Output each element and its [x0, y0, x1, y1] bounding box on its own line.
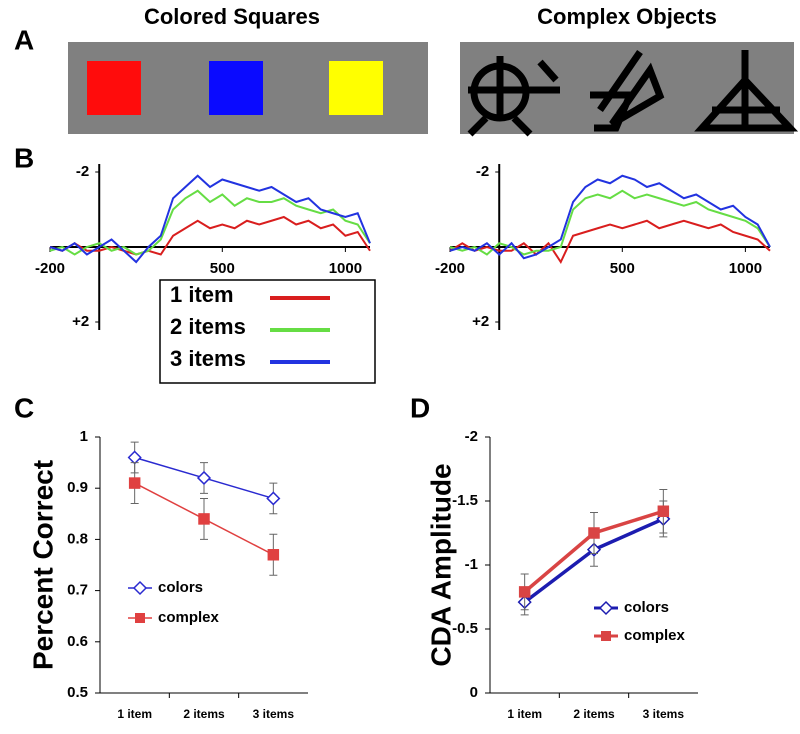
- square: [87, 61, 141, 115]
- legend-label: 1 item: [170, 282, 234, 307]
- marker: [267, 549, 280, 561]
- y-tick-label: -2: [465, 428, 478, 445]
- legend-marker: [598, 600, 614, 616]
- x-tick-label: -200: [435, 260, 465, 277]
- legend-marker: [601, 631, 611, 641]
- y-tick-label: 0.7: [67, 582, 88, 599]
- marker: [588, 527, 600, 539]
- y-tick-label: 1: [80, 428, 88, 445]
- x-tick-label: 500: [210, 260, 235, 277]
- legend-label: 3 items: [170, 346, 246, 371]
- waveform: [49, 215, 371, 256]
- y-tick-label: 0.5: [67, 684, 88, 701]
- y-tick-label: 0: [470, 684, 478, 701]
- legend-box: [159, 279, 376, 384]
- marker: [518, 586, 531, 598]
- y-tick-label: -2: [76, 163, 89, 180]
- x-tick-label: 2 items: [183, 707, 225, 721]
- marker: [198, 513, 210, 525]
- y-tick-label: +2: [472, 313, 489, 330]
- y-tick-label: 0.9: [67, 479, 88, 496]
- x-tick-label: 3 items: [253, 707, 295, 721]
- y-tick-label: +2: [72, 313, 89, 330]
- panel-label: C: [14, 392, 34, 423]
- y-tick-label: -1: [465, 556, 478, 573]
- marker: [657, 505, 670, 517]
- y-tick-label: -0.5: [452, 620, 478, 637]
- legend-label: complex: [624, 627, 686, 644]
- y-tick-label: 0.8: [67, 530, 88, 547]
- legend-label: 2 items: [170, 314, 246, 339]
- square: [329, 61, 383, 115]
- x-tick-label: 3 items: [643, 707, 685, 721]
- x-tick-label: -200: [35, 260, 65, 277]
- legend-marker: [135, 613, 145, 623]
- square: [209, 61, 263, 115]
- legend-label: complex: [158, 609, 220, 626]
- marker: [266, 491, 281, 506]
- y-axis-label: Percent Correct: [27, 460, 58, 670]
- legend-label: colors: [158, 579, 203, 596]
- x-tick-label: 2 items: [573, 707, 615, 721]
- waveform: [449, 174, 771, 260]
- x-tick-label: 1000: [329, 260, 362, 277]
- waveform: [449, 189, 771, 256]
- panel-label: A: [14, 24, 34, 55]
- legend-marker: [132, 580, 148, 596]
- marker: [128, 477, 141, 489]
- y-tick-label: -2: [476, 163, 489, 180]
- x-tick-label: 500: [610, 260, 635, 277]
- waveform: [49, 174, 371, 264]
- panel-label: D: [410, 392, 430, 423]
- y-tick-label: -1.5: [452, 492, 478, 509]
- complex-objects: [467, 50, 799, 137]
- legend-label: colors: [624, 599, 669, 616]
- panel-title: Complex Objects: [537, 4, 717, 29]
- y-axis-label: CDA Amplitude: [425, 463, 456, 666]
- panel-label: B: [14, 142, 34, 173]
- x-tick-label: 1 item: [117, 707, 152, 721]
- panel-title: Colored Squares: [144, 4, 320, 29]
- y-tick-label: 0.6: [67, 633, 88, 650]
- x-tick-label: 1 item: [507, 707, 542, 721]
- x-tick-label: 1000: [729, 260, 762, 277]
- marker: [127, 450, 142, 465]
- marker: [196, 470, 212, 486]
- waveform: [49, 189, 371, 256]
- waveform: [449, 219, 771, 265]
